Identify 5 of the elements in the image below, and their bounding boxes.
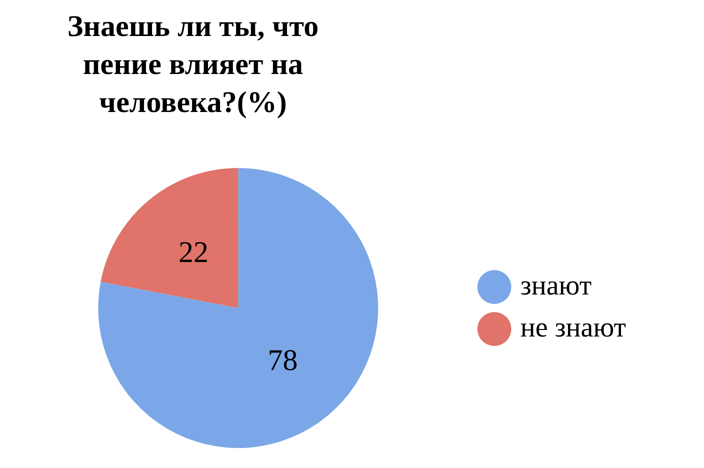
- legend-label: знают: [520, 270, 592, 302]
- chart-title: Знаешь ли ты, что пение влияет на человека?(%): [66, 9, 320, 121]
- data-label: 22: [178, 236, 209, 269]
- legend-label: не знают: [520, 312, 626, 344]
- data-label: 78: [268, 344, 298, 377]
